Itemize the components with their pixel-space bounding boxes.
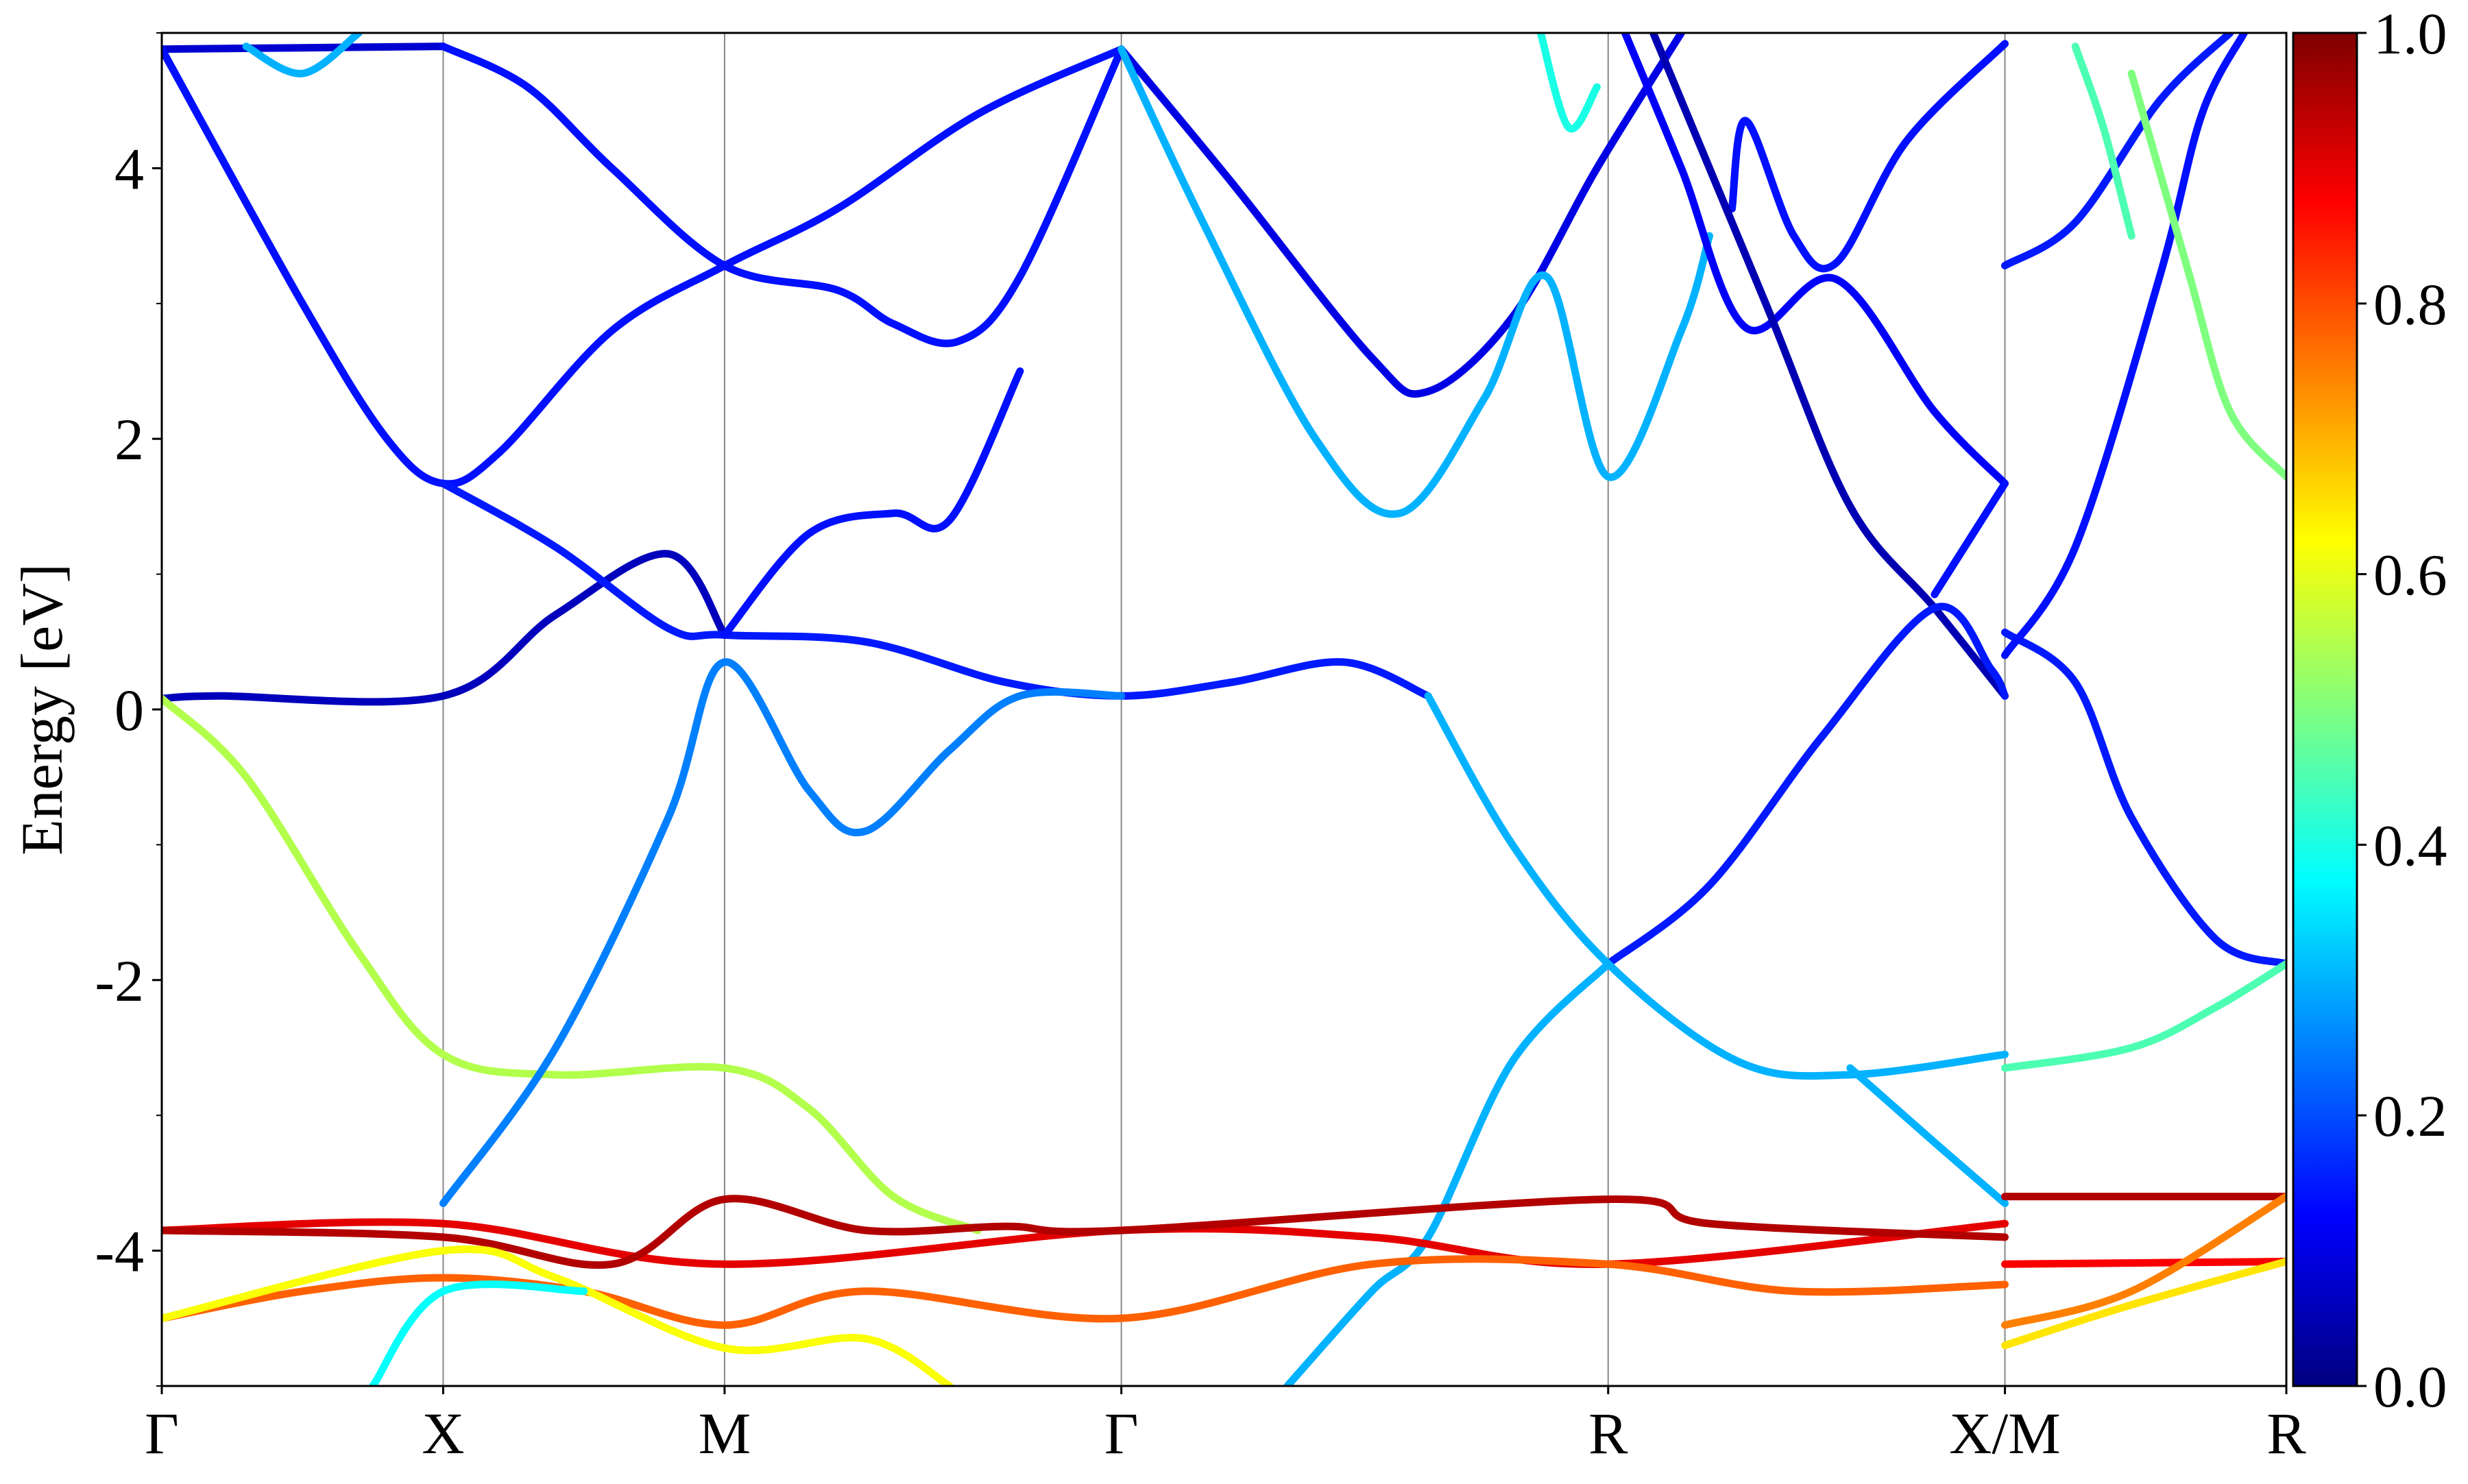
x-tick-label: Γ [145, 1400, 179, 1466]
band-lines [162, 33, 2286, 1386]
band-line [1117, 33, 1685, 398]
band-line [162, 1195, 2009, 1269]
x-tick-label: X [422, 1400, 464, 1466]
y-tick-label: 0 [114, 677, 144, 743]
colorbar [2292, 32, 2358, 1387]
y-axis-ticks: 4 2 0 -2 -4 [95, 32, 162, 1387]
band-line [439, 479, 1432, 700]
band-line [1931, 479, 2009, 598]
y-tick-label: 4 [114, 136, 144, 202]
x-tick-label: R [1588, 1400, 1628, 1466]
y-axis-label: Energy [eV] [9, 563, 75, 855]
colorbar-tick-label: 0.8 [2373, 271, 2447, 337]
y-tick-label: 2 [114, 406, 144, 472]
band-line [2071, 42, 2136, 240]
band-line [721, 367, 1024, 639]
y-tick-label: -2 [95, 948, 144, 1014]
band-line [1649, 33, 2009, 700]
band-line [1536, 33, 1601, 133]
band-line [439, 658, 1126, 1207]
band-line [162, 694, 982, 1234]
band-line [1621, 33, 2009, 487]
colorbar-tick-label: 0.0 [2373, 1354, 2447, 1420]
band-line [2001, 33, 2248, 659]
band-line [1117, 45, 1713, 518]
band-line [162, 550, 729, 706]
band-line [2001, 629, 2286, 968]
x-tick-label: X/M [1949, 1400, 2060, 1466]
band-line [439, 42, 1126, 348]
colorbar-tick-label: 0.6 [2373, 542, 2447, 608]
y-tick-label: -4 [95, 1219, 144, 1285]
band-line [1604, 603, 2009, 968]
band-line [1424, 692, 2009, 1080]
band-line [162, 45, 1126, 488]
colorbar-ticks: 0.0 0.2 0.4 0.6 0.8 1.0 [2357, 1, 2447, 1420]
x-tick-label: R [2266, 1400, 2306, 1466]
band-line [162, 42, 447, 53]
band-line [2001, 33, 2234, 269]
x-tick-label: Γ [1104, 1400, 1139, 1466]
band-line [162, 1245, 954, 1386]
band-line [1283, 960, 1612, 1386]
x-tick-label: M [699, 1400, 751, 1466]
band-line [1728, 40, 2009, 273]
x-axis-ticks: Γ X M Γ R X/M R [145, 1386, 2306, 1466]
band-line [2001, 960, 2286, 1072]
band-line [2127, 69, 2286, 481]
colorbar-tick-label: 0.2 [2373, 1083, 2447, 1149]
band-line [1846, 1064, 2009, 1207]
band-line [162, 1255, 2009, 1329]
plot-area [162, 33, 2286, 1386]
band-line [2001, 1257, 2286, 1268]
band-line [2001, 1193, 2286, 1329]
colorbar-tick-label: 1.0 [2373, 1, 2447, 66]
band-line [369, 1280, 588, 1386]
band-line [2001, 1257, 2286, 1350]
high-symmetry-lines [442, 33, 2006, 1386]
colorbar-tick-label: 0.4 [2373, 812, 2447, 878]
band-line [242, 33, 363, 77]
